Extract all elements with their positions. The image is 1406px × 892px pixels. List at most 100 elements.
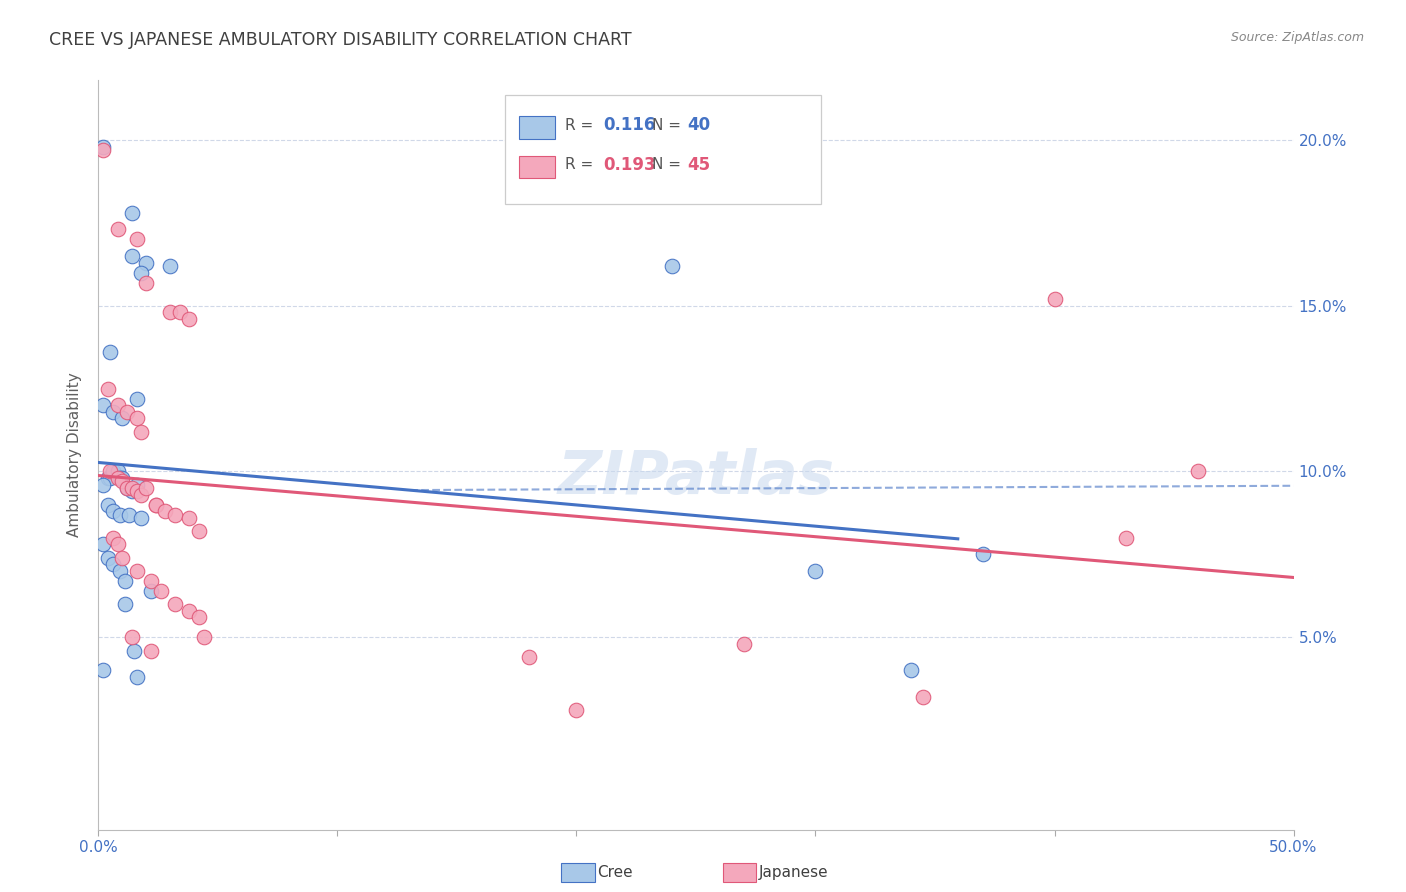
- Text: Source: ZipAtlas.com: Source: ZipAtlas.com: [1230, 31, 1364, 45]
- Point: [101, 465, 124, 479]
- Point: [98, 471, 122, 485]
- Point: [124, 643, 146, 657]
- Point: [131, 425, 153, 439]
- Text: N =: N =: [652, 158, 686, 172]
- Point: [804, 564, 827, 578]
- Point: [101, 531, 124, 545]
- Point: [121, 249, 143, 263]
- Point: [111, 550, 134, 565]
- Point: [517, 650, 540, 665]
- FancyBboxPatch shape: [519, 156, 555, 178]
- Point: [1043, 292, 1066, 306]
- Point: [159, 259, 181, 273]
- Point: [131, 488, 153, 502]
- Point: [97, 382, 120, 396]
- Point: [125, 484, 148, 499]
- Point: [97, 471, 120, 485]
- Point: [97, 498, 120, 512]
- Point: [135, 255, 157, 269]
- Text: 40: 40: [688, 116, 710, 134]
- Point: [121, 484, 143, 499]
- Text: 45: 45: [688, 156, 710, 174]
- Text: 0.193: 0.193: [603, 156, 655, 174]
- FancyBboxPatch shape: [505, 95, 821, 204]
- Point: [125, 564, 148, 578]
- Point: [733, 637, 755, 651]
- Point: [565, 703, 588, 717]
- Point: [179, 312, 201, 326]
- Point: [91, 398, 114, 412]
- Point: [91, 537, 114, 551]
- Point: [125, 232, 148, 246]
- Point: [125, 477, 148, 491]
- Point: [187, 524, 209, 538]
- Point: [107, 222, 129, 236]
- Point: [145, 498, 167, 512]
- Point: [139, 583, 162, 598]
- Point: [179, 511, 201, 525]
- Point: [179, 604, 201, 618]
- Text: R =: R =: [565, 158, 598, 172]
- Point: [91, 143, 114, 157]
- Point: [125, 411, 148, 425]
- Point: [145, 498, 167, 512]
- Point: [121, 630, 143, 644]
- Point: [111, 411, 134, 425]
- Point: [107, 471, 129, 485]
- Point: [108, 471, 131, 485]
- Point: [139, 574, 162, 588]
- Point: [163, 508, 186, 522]
- Point: [91, 139, 114, 153]
- Point: [900, 664, 922, 678]
- Text: Cree: Cree: [598, 865, 633, 880]
- Point: [91, 477, 114, 491]
- Point: [155, 504, 177, 518]
- Point: [1115, 531, 1137, 545]
- Point: [98, 345, 122, 359]
- Point: [97, 550, 120, 565]
- Point: [121, 481, 143, 495]
- Text: R =: R =: [565, 118, 598, 133]
- Point: [911, 690, 934, 704]
- Point: [91, 664, 114, 678]
- Point: [135, 481, 157, 495]
- Point: [115, 481, 138, 495]
- Point: [114, 574, 136, 588]
- Point: [131, 266, 153, 280]
- Point: [972, 548, 994, 562]
- Point: [115, 481, 138, 495]
- Point: [114, 597, 136, 611]
- Point: [108, 508, 131, 522]
- Point: [108, 564, 131, 578]
- Text: ZIPatlas: ZIPatlas: [557, 448, 835, 507]
- Point: [107, 465, 129, 479]
- Point: [121, 206, 143, 220]
- Text: 0.116: 0.116: [603, 116, 655, 134]
- Text: CREE VS JAPANESE AMBULATORY DISABILITY CORRELATION CHART: CREE VS JAPANESE AMBULATORY DISABILITY C…: [49, 31, 631, 49]
- Point: [107, 398, 129, 412]
- Point: [661, 259, 683, 273]
- Point: [125, 392, 148, 406]
- Point: [98, 465, 122, 479]
- Point: [107, 537, 129, 551]
- Point: [131, 511, 153, 525]
- Point: [169, 305, 191, 319]
- Point: [149, 583, 172, 598]
- Point: [193, 630, 215, 644]
- FancyBboxPatch shape: [519, 116, 555, 139]
- Point: [111, 471, 134, 485]
- Point: [1187, 465, 1209, 479]
- Point: [135, 276, 157, 290]
- Text: Japanese: Japanese: [759, 865, 830, 880]
- Point: [101, 558, 124, 572]
- Text: N =: N =: [652, 118, 686, 133]
- Point: [163, 597, 186, 611]
- Point: [125, 670, 148, 684]
- Point: [111, 475, 134, 489]
- Point: [101, 504, 124, 518]
- Point: [101, 405, 124, 419]
- Y-axis label: Ambulatory Disability: Ambulatory Disability: [67, 373, 83, 537]
- Point: [115, 405, 138, 419]
- Point: [187, 610, 209, 624]
- Point: [159, 305, 181, 319]
